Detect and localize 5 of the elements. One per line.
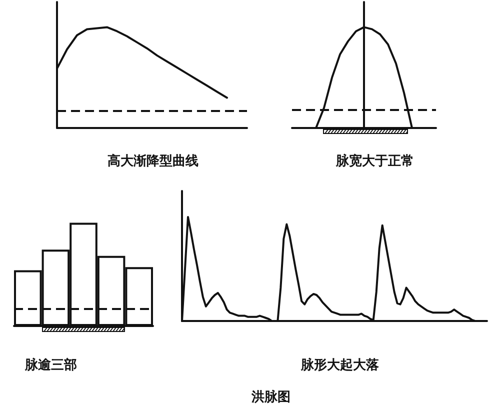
text: 脉宽大于正常 xyxy=(335,153,414,169)
text: 洪脉图 xyxy=(250,389,290,405)
text: 脉形大起大落 xyxy=(300,357,380,373)
text: 脉逾三部 xyxy=(24,357,77,373)
text: 高大渐降型曲线 xyxy=(108,153,198,169)
